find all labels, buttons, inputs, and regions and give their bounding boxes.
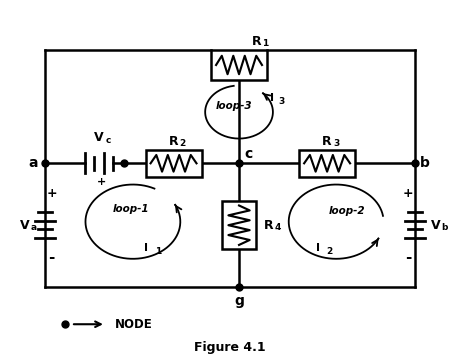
Text: NODE: NODE — [115, 318, 152, 331]
Text: I: I — [315, 243, 319, 253]
Text: 2: 2 — [179, 139, 185, 148]
Text: -: - — [404, 249, 411, 265]
Text: a: a — [29, 156, 38, 170]
Text: 1: 1 — [154, 247, 161, 256]
Bar — [211, 50, 267, 80]
Text: V: V — [430, 219, 439, 232]
Text: +: + — [96, 177, 106, 187]
Text: I: I — [269, 93, 273, 103]
Text: 3: 3 — [332, 139, 339, 148]
Text: +: + — [402, 187, 413, 200]
Text: loop-1: loop-1 — [112, 204, 149, 214]
Bar — [298, 150, 354, 177]
Text: R: R — [168, 135, 178, 148]
Text: 3: 3 — [278, 97, 284, 106]
Text: b: b — [440, 223, 447, 232]
Text: g: g — [234, 294, 243, 308]
Text: Figure 4.1: Figure 4.1 — [194, 341, 265, 354]
Text: I: I — [144, 243, 148, 253]
Text: +: + — [46, 187, 57, 200]
Text: R: R — [251, 35, 260, 48]
Bar — [221, 201, 256, 249]
Text: c: c — [105, 136, 111, 145]
Text: R: R — [322, 135, 331, 148]
Text: 4: 4 — [274, 223, 280, 232]
Text: V: V — [20, 219, 29, 232]
Text: c: c — [244, 147, 252, 161]
Text: 1: 1 — [262, 39, 268, 48]
Text: R: R — [263, 219, 273, 232]
Text: loop-2: loop-2 — [328, 206, 365, 216]
Text: b: b — [419, 156, 429, 170]
Text: 2: 2 — [325, 247, 332, 256]
Text: loop-3: loop-3 — [215, 101, 252, 111]
Text: V: V — [94, 131, 104, 144]
Text: -: - — [48, 249, 55, 265]
Text: a: a — [30, 223, 37, 232]
Bar — [145, 150, 201, 177]
